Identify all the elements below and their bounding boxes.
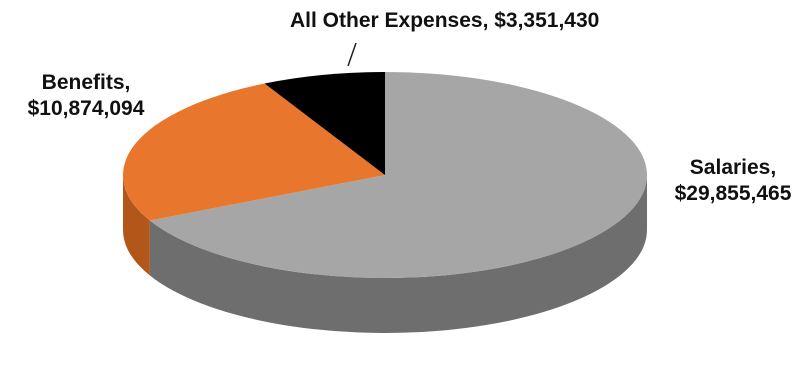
leader-line-other [347, 42, 357, 67]
slice-label-name: Salaries, [689, 156, 777, 179]
slice-label-name: Benefits, [41, 71, 131, 94]
slice-label-text: All Other Expenses, $3,351,430 [290, 9, 600, 32]
slice-label-all-other-expenses: All Other Expenses, $3,351,430 [290, 8, 599, 34]
slice-label-benefits: Benefits, $10,874,094 [16, 70, 156, 122]
slice-all-other-expenses [264, 72, 385, 175]
slice-side-salaries [149, 175, 647, 333]
slice-benefits [123, 83, 385, 221]
pie-tops [123, 72, 648, 278]
pie-sides [123, 175, 647, 333]
slice-salaries [149, 72, 648, 278]
slice-side-benefits [123, 175, 150, 276]
slice-label-salaries: Salaries, $29,855,465 [658, 155, 808, 207]
slice-label-value: $29,855,465 [674, 182, 792, 205]
slice-label-value: $10,874,094 [27, 97, 145, 120]
